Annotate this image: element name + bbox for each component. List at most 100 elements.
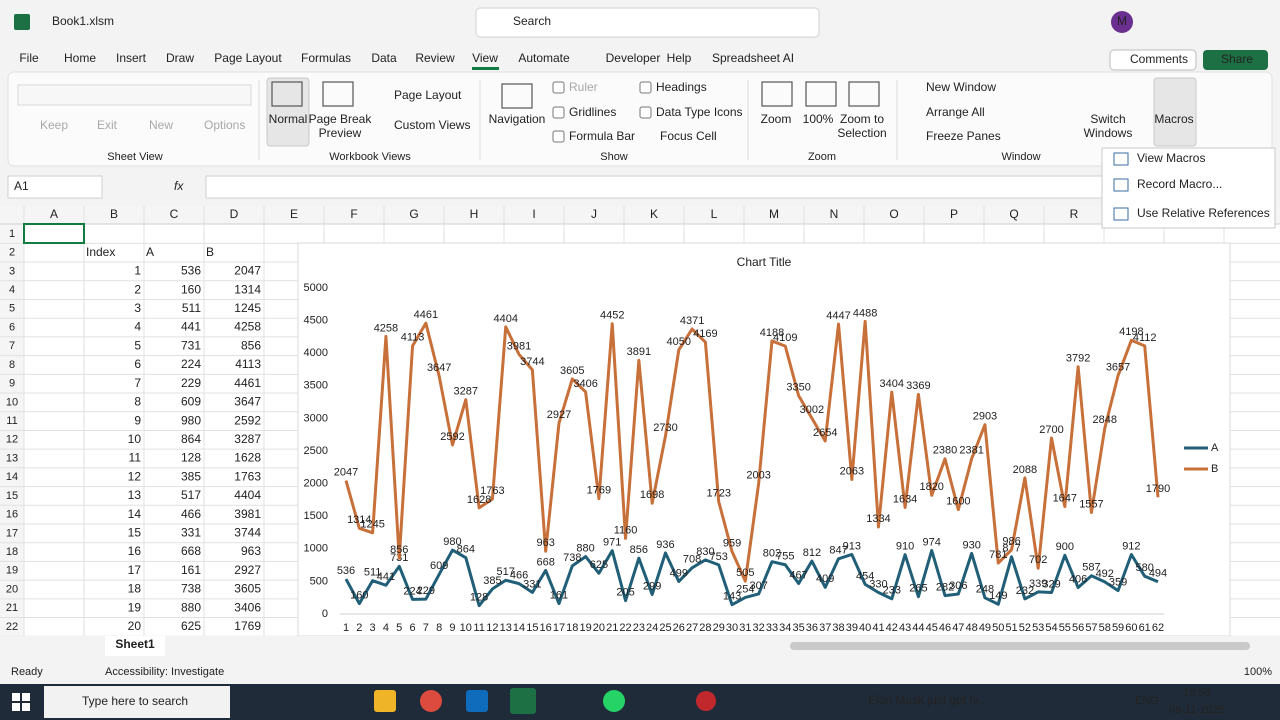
ribbon-item[interactable]: Gridlines — [569, 105, 616, 119]
row-header[interactable]: 18 — [6, 546, 18, 558]
start-button[interactable] — [12, 703, 20, 711]
menu-item[interactable]: Use Relative References — [1137, 206, 1270, 220]
row-header[interactable]: 21 — [6, 602, 18, 614]
taskbar-news[interactable]: Elon Musk just got hi... — [868, 693, 989, 707]
ribbon-tab[interactable]: Page Layout — [214, 51, 282, 65]
column-header[interactable]: D — [230, 207, 239, 221]
row-header[interactable]: 9 — [9, 378, 15, 390]
ribbon-item[interactable]: Navigation — [489, 112, 546, 126]
h-scrollbar[interactable] — [790, 642, 1250, 650]
ribbon-item[interactable]: New Window — [926, 80, 996, 94]
normal-view-button[interactable] — [266, 77, 310, 147]
ribbon-item[interactable]: Preview — [319, 126, 362, 140]
avatar[interactable] — [1111, 11, 1133, 33]
column-header[interactable]: B — [110, 207, 118, 221]
column-header[interactable]: R — [1070, 207, 1079, 221]
row-header[interactable]: 16 — [6, 509, 18, 521]
ribbon-item[interactable]: Zoom to — [840, 112, 884, 126]
row-header[interactable]: 15 — [6, 490, 18, 502]
row-header[interactable]: 10 — [6, 396, 18, 408]
row-header[interactable]: 11 — [6, 415, 17, 427]
ribbon-item[interactable]: 100% — [803, 112, 834, 126]
row-header[interactable]: 2 — [9, 247, 15, 259]
ribbon-item[interactable]: Data Type Icons — [656, 105, 743, 119]
row-header[interactable]: 5 — [9, 303, 15, 315]
ribbon-item[interactable]: Windows — [1084, 126, 1133, 140]
ribbon-tab[interactable]: File — [19, 51, 39, 65]
share-button[interactable] — [1203, 50, 1268, 70]
ribbon-item[interactable]: Page Layout — [394, 88, 462, 102]
column-header[interactable]: C — [170, 207, 179, 221]
ribbon-item[interactable]: Macros — [1154, 112, 1193, 126]
ribbon-tab[interactable]: Help — [667, 51, 692, 65]
row-header[interactable]: 6 — [9, 321, 15, 333]
checkbox[interactable] — [552, 130, 565, 143]
row-header[interactable]: 13 — [6, 452, 18, 464]
ribbon-item[interactable]: Normal — [269, 112, 308, 126]
menu-item[interactable]: Record Macro... — [1137, 177, 1222, 191]
row-header[interactable]: 20 — [6, 583, 18, 595]
app-icon[interactable] — [603, 690, 625, 712]
checkbox[interactable] — [639, 106, 652, 119]
ribbon-tab[interactable]: Review — [415, 51, 455, 65]
row-header[interactable]: 8 — [9, 359, 15, 371]
ribbon-item[interactable]: Headings — [656, 80, 707, 94]
checkbox[interactable] — [552, 106, 565, 119]
sheet-tab-label[interactable]: Sheet1 — [115, 637, 155, 651]
name-box[interactable] — [7, 175, 103, 199]
ribbon-tab[interactable]: Draw — [166, 51, 194, 65]
menu-item[interactable]: View Macros — [1137, 151, 1205, 165]
column-header[interactable]: K — [650, 207, 658, 221]
ribbon-tab[interactable]: Spreadsheet AI — [712, 51, 794, 65]
column-header[interactable]: O — [889, 207, 898, 221]
comments-button[interactable] — [1109, 49, 1197, 71]
column-header[interactable]: L — [711, 207, 718, 221]
row-header[interactable]: 12 — [6, 434, 18, 446]
column-header[interactable]: P — [950, 207, 958, 221]
ribbon-item[interactable]: Custom Views — [394, 118, 470, 132]
column-header[interactable]: F — [350, 207, 357, 221]
column-header[interactable]: Q — [1009, 207, 1018, 221]
ribbon-item[interactable]: Zoom — [761, 112, 792, 126]
ribbon-item[interactable]: Formula Bar — [569, 129, 635, 143]
row-header[interactable]: 14 — [6, 471, 18, 483]
app-icon[interactable] — [374, 690, 396, 712]
column-header[interactable]: A — [50, 207, 58, 221]
ribbon-tab[interactable]: Formulas — [301, 51, 351, 65]
column-header[interactable]: G — [409, 207, 418, 221]
ribbon-item[interactable]: Focus Cell — [660, 129, 717, 143]
ribbon-item[interactable]: Arrange All — [926, 105, 985, 119]
sheet-tab[interactable] — [105, 636, 165, 656]
column-header[interactable]: N — [830, 207, 839, 221]
checkbox[interactable] — [639, 81, 652, 94]
app-icon[interactable] — [466, 690, 488, 712]
start-button[interactable] — [22, 693, 30, 701]
app-icon[interactable] — [420, 690, 442, 712]
ribbon-item[interactable]: New — [149, 118, 173, 132]
row-header[interactable]: 22 — [6, 621, 18, 633]
ribbon-item[interactable]: Keep — [40, 118, 68, 132]
ribbon-tab[interactable]: Insert — [116, 51, 147, 65]
ribbon-tab[interactable]: Automate — [518, 51, 570, 65]
ribbon-item[interactable]: Page Break — [309, 112, 373, 126]
start-button[interactable] — [12, 693, 20, 701]
ribbon-item[interactable]: Ruler — [569, 80, 598, 94]
column-header[interactable]: H — [470, 207, 479, 221]
ribbon-tab[interactable]: Developer — [606, 51, 661, 65]
ribbon-tab[interactable]: Home — [64, 51, 96, 65]
search-box[interactable] — [475, 7, 820, 38]
checkbox[interactable] — [552, 81, 565, 94]
ribbon-tab[interactable]: Data — [371, 51, 397, 65]
row-header[interactable]: 7 — [9, 340, 15, 352]
row-header[interactable]: 4 — [9, 284, 15, 296]
ribbon-item[interactable]: Options — [204, 118, 245, 132]
ribbon-item[interactable]: Selection — [837, 126, 886, 140]
status-accessibility[interactable]: Accessibility: Investigate — [105, 666, 224, 678]
ribbon-item[interactable]: Switch — [1090, 112, 1125, 126]
app-icon[interactable] — [510, 688, 536, 714]
row-header[interactable]: 17 — [6, 527, 18, 539]
start-button[interactable] — [22, 703, 30, 711]
macros-button[interactable] — [1153, 77, 1197, 147]
column-header[interactable]: I — [532, 207, 535, 221]
column-header[interactable]: M — [769, 207, 779, 221]
